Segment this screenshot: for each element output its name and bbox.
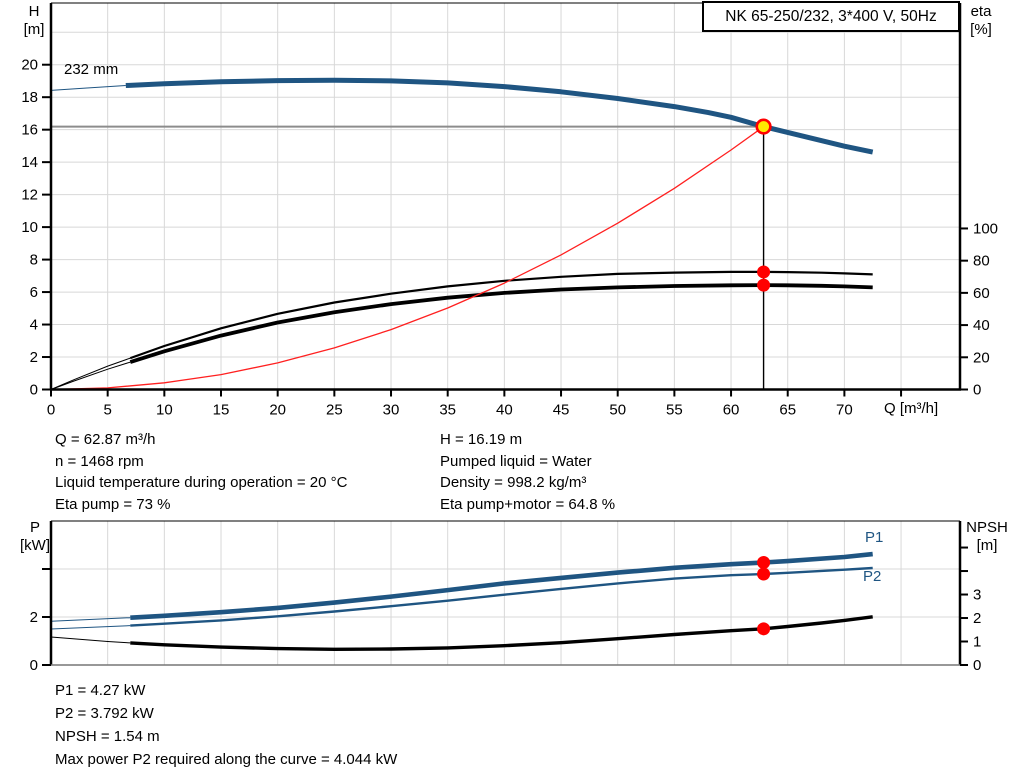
x-tick-label: 15 — [213, 402, 230, 419]
head-curve-232mm — [125, 77, 874, 155]
p2-curve-thin — [50, 625, 131, 630]
info-q: Q = 62.87 m³/h — [55, 431, 156, 448]
left-tick-label: 2 — [30, 609, 38, 626]
npsh-axis-symbol: NPSH — [966, 519, 1008, 536]
info-npsh: NPSH = 1.54 m — [55, 728, 160, 745]
eta-pump-curve — [129, 270, 873, 360]
left-tick-label: 20 — [21, 57, 38, 74]
p-axis-header: P [kW] — [14, 519, 56, 554]
info-eta-pump-motor: Eta pump+motor = 64.8 % — [440, 496, 616, 514]
x-tick-label: 30 — [383, 402, 400, 419]
x-tick-label: 50 — [609, 402, 626, 419]
x-tick-label: 65 — [779, 402, 796, 419]
right-tick-label: 20 — [973, 349, 990, 366]
npsh-curve-thin — [50, 636, 131, 644]
right-tick-label: 1 — [973, 634, 981, 651]
left-tick-label: 12 — [21, 187, 38, 204]
h-axis-symbol: H — [28, 3, 40, 20]
eta-axis-unit: [%] — [970, 20, 992, 38]
h-axis-header: H [m] — [16, 3, 52, 38]
eta-pump-motor-curve-thin — [50, 361, 131, 390]
left-tick-label: 14 — [21, 154, 38, 171]
p2-curve-label: P2 — [863, 568, 882, 585]
info-p2: P2 = 3.792 kW — [55, 705, 154, 722]
power-info-block: P1 = 4.27 kW P2 = 3.792 kW NPSH = 1.54 m… — [55, 679, 397, 771]
right-tick-label: 40 — [973, 317, 990, 334]
x-tick-label: 60 — [723, 402, 740, 419]
info-eta-pump: Eta pump = 73 % — [55, 496, 171, 514]
right-tick-label: 0 — [973, 382, 981, 399]
x-tick-label: 45 — [553, 402, 570, 419]
p1-curve-thin — [50, 617, 131, 622]
p1-curve — [130, 551, 873, 620]
p2-point — [757, 567, 771, 581]
eta-pump-point — [757, 265, 771, 279]
p-axis-unit: [kW] — [20, 536, 50, 554]
info-liquid-temp: Liquid temperature during operation = 20… — [55, 474, 348, 492]
p1-point — [757, 556, 771, 570]
x-tick-label: 40 — [496, 402, 513, 419]
x-tick-label: 0 — [47, 402, 55, 419]
right-tick-label: 80 — [973, 253, 990, 270]
p1-curve-label: P1 — [865, 529, 884, 546]
left-tick-label: 4 — [30, 317, 38, 334]
x-tick-label: 25 — [326, 402, 343, 419]
eta-axis-header: eta [%] — [960, 3, 1002, 38]
left-tick-label: 6 — [30, 284, 38, 301]
pump-title-box: NK 65-250/232, 3*400 V, 50Hz — [702, 1, 960, 32]
p2-curve — [130, 566, 873, 627]
npsh-axis-unit: [m] — [976, 536, 998, 554]
impeller-diameter-label: 232 mm — [64, 61, 119, 78]
left-tick-label: 0 — [30, 382, 38, 399]
left-tick-label: 10 — [21, 219, 38, 236]
x-tick-label: 20 — [269, 402, 286, 419]
power-npsh-chart: 0 2 0 1 2 3 — [30, 520, 981, 674]
right-tick-label: 2 — [973, 610, 981, 627]
left-tick-label: 2 — [30, 349, 38, 366]
right-tick-label: 100 — [973, 220, 998, 237]
left-tick-label: 16 — [21, 122, 38, 139]
info-p1: P1 = 4.27 kW — [55, 682, 146, 699]
right-tick-label: 60 — [973, 285, 990, 302]
npsh-axis-header: NPSH [m] — [958, 519, 1016, 554]
head-curve-232mm-thin — [50, 85, 126, 91]
duty-point[interactable] — [755, 118, 772, 135]
system-resistance-curve — [50, 126, 764, 391]
q-axis-unit-label: Q [m³/h] — [884, 400, 939, 417]
info-density: Density = 998.2 kg/m³ — [440, 474, 587, 492]
x-tick-label: 10 — [156, 402, 173, 419]
npsh-point — [757, 622, 771, 636]
right-tick-label: 0 — [973, 657, 981, 674]
eta-pump-curve-thin — [50, 357, 131, 390]
eta-axis-symbol: eta — [970, 3, 992, 20]
x-tick-label: 70 — [836, 402, 853, 419]
x-tick-label: 5 — [103, 402, 111, 419]
info-h: H = 16.19 m — [440, 431, 523, 448]
right-tick-label: 3 — [973, 587, 981, 604]
left-tick-label: 0 — [30, 657, 38, 674]
duty-info-left-column: Q = 62.87 m³/h n = 1468 rpm Liquid tempe… — [55, 429, 347, 516]
info-n: n = 1468 rpm — [55, 452, 144, 470]
info-pumped-liquid: Pumped liquid = Water — [440, 452, 592, 470]
h-axis-unit: [m] — [23, 20, 45, 38]
npsh-curve — [130, 615, 873, 651]
hq-chart: 0 5 10 15 20 25 30 35 40 45 50 55 60 65 70 0 2 4 6 8 10 12 14 1… — [21, 2, 998, 419]
eta-pump-motor-point — [757, 278, 771, 292]
x-tick-label: 35 — [439, 402, 456, 419]
left-tick-label: 18 — [21, 89, 38, 106]
info-max-power: Max power P2 required along the curve = … — [55, 751, 398, 768]
eta-pump-motor-curve — [129, 283, 873, 364]
duty-info-right-column: H = 16.19 m Pumped liquid = Water Densit… — [440, 429, 615, 516]
x-tick-label: 55 — [666, 402, 683, 419]
left-tick-label: 8 — [30, 252, 38, 269]
p-axis-symbol: P — [29, 519, 40, 536]
